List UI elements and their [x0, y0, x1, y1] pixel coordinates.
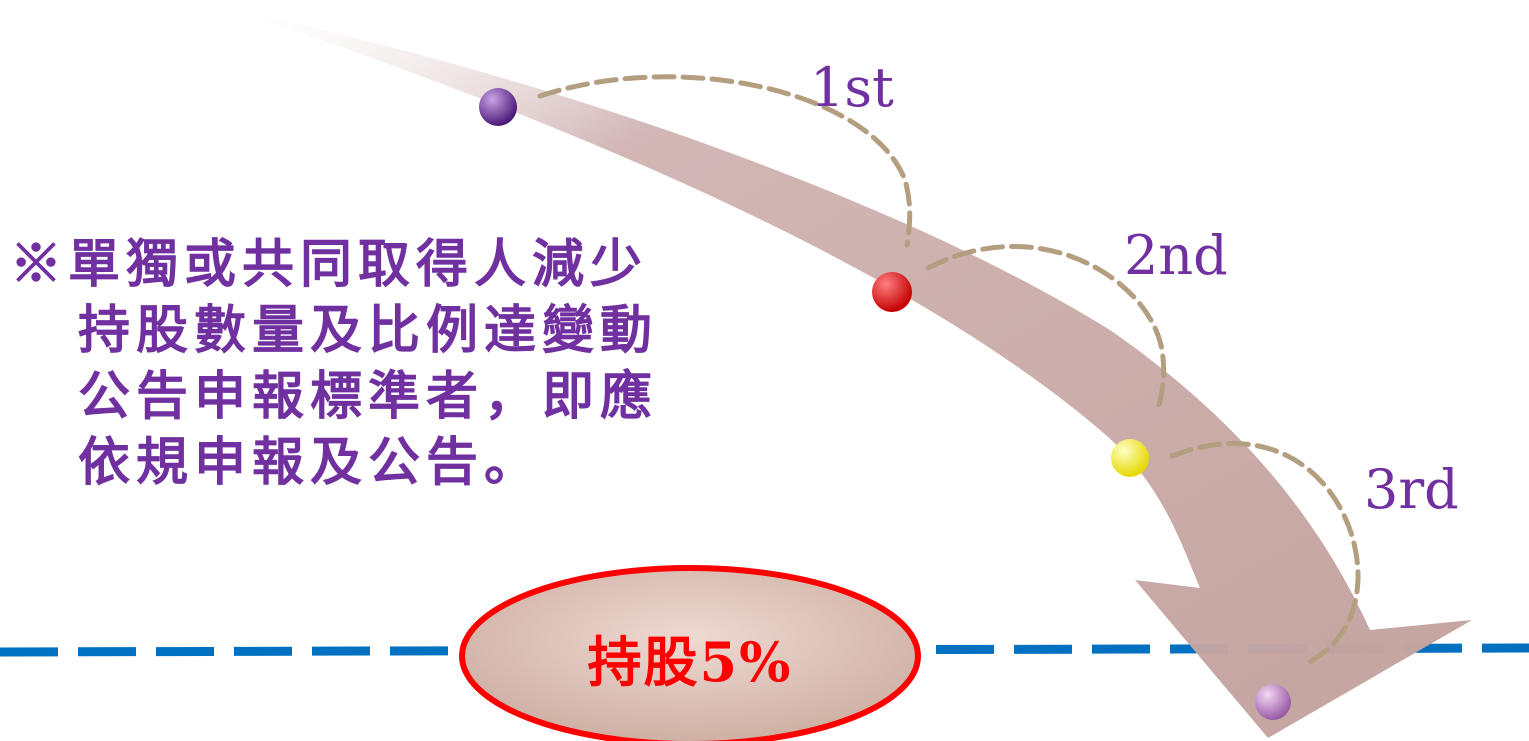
- dashed-arc-1: [537, 74, 913, 248]
- note-line: 公告申報標準者，即應: [78, 366, 659, 427]
- note-line: 依規申報及公告。: [78, 432, 543, 493]
- step-dot-4: [1255, 684, 1291, 720]
- dashed-arc-2: [925, 243, 1167, 415]
- threshold-ellipse: [459, 565, 921, 741]
- step-label-3rd: 3rd: [1364, 458, 1459, 521]
- note-line: ※單獨或共同取得人減少: [10, 234, 649, 295]
- declining-arrow: [235, 10, 1472, 738]
- step-dot-3: [1111, 439, 1149, 477]
- step-label-1st: 1st: [810, 56, 894, 119]
- step-label-2nd: 2nd: [1124, 224, 1228, 287]
- dashed-arc-3: [1169, 441, 1361, 668]
- step-dot-1: [479, 88, 517, 126]
- note-text: ※單獨或共同取得人減少 持股數量及比例達變動 公告申報標準者，即應 依規申報及公…: [10, 232, 740, 496]
- threshold-label: 持股5%: [587, 629, 793, 694]
- note-line: 持股數量及比例達變動: [78, 300, 659, 361]
- step-dot-2: [872, 272, 912, 312]
